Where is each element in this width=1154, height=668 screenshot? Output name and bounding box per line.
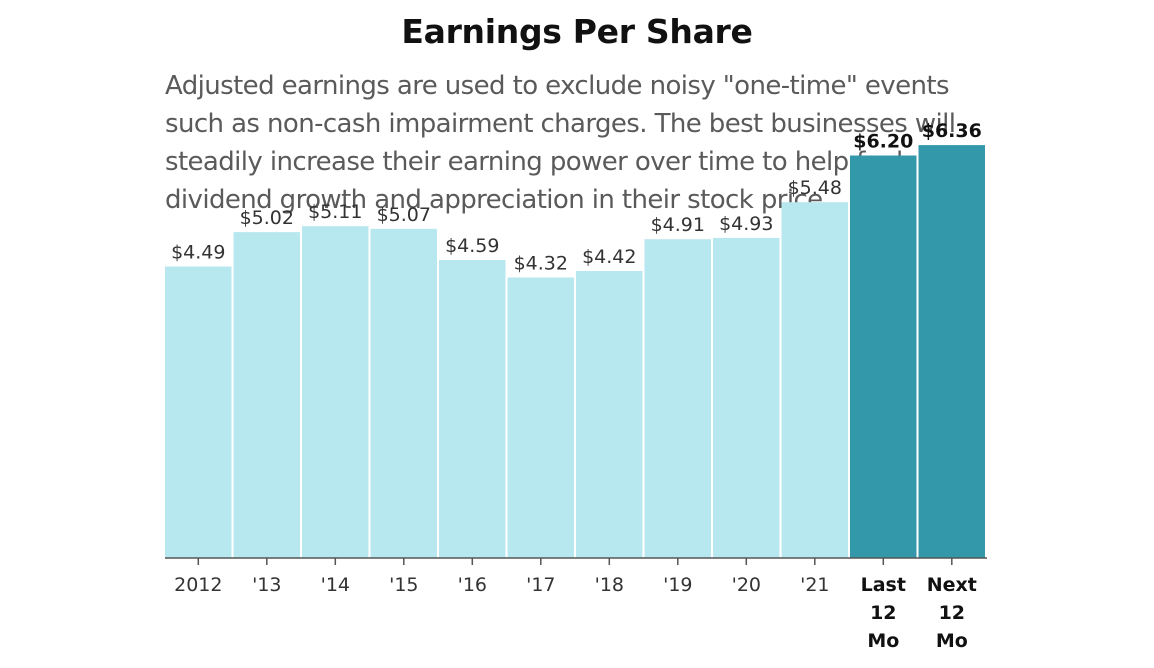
x-tick-label: '13 xyxy=(252,574,281,596)
description-line: steadily increase their earning power ov… xyxy=(165,147,903,177)
x-tick-label: 12 xyxy=(939,602,965,624)
data-label: $4.59 xyxy=(445,235,499,257)
data-label: $5.48 xyxy=(788,177,842,199)
bar xyxy=(439,260,506,558)
bar xyxy=(644,239,711,558)
bar xyxy=(850,155,917,558)
data-label: $4.93 xyxy=(719,213,773,235)
bar xyxy=(507,277,574,558)
chart-description: Adjusted earnings are used to exclude no… xyxy=(165,67,995,219)
x-tick-label: '19 xyxy=(663,574,692,596)
data-label: $4.42 xyxy=(582,246,636,268)
bar xyxy=(713,237,780,558)
description-line: Adjusted earnings are used to exclude no… xyxy=(165,71,949,101)
x-tick-label: '17 xyxy=(526,574,555,596)
x-tick-label: '21 xyxy=(800,574,829,596)
description-line: such as non-cash impairment charges. The… xyxy=(165,109,956,139)
x-tick-label: Last xyxy=(861,574,906,596)
x-tick-label: '16 xyxy=(458,574,487,596)
x-tick-label: Mo xyxy=(936,630,968,652)
description-line: dividend growth and appreciation in thei… xyxy=(165,185,831,215)
x-tick-label: 2012 xyxy=(174,574,222,596)
data-label: $5.07 xyxy=(377,204,431,226)
bar xyxy=(165,266,232,558)
data-label: $4.49 xyxy=(171,242,225,264)
x-tick-label: '18 xyxy=(595,574,624,596)
bar xyxy=(918,145,985,558)
bar xyxy=(576,271,643,558)
bar xyxy=(302,226,369,558)
x-tick-label: 12 xyxy=(870,602,896,624)
data-label: $4.91 xyxy=(651,214,705,236)
x-tick-label: '20 xyxy=(732,574,761,596)
data-label: $6.36 xyxy=(922,120,982,142)
data-label: $6.20 xyxy=(853,131,913,153)
bar xyxy=(370,228,437,559)
data-label: $4.32 xyxy=(514,253,568,275)
data-label: $5.11 xyxy=(308,201,362,223)
bar xyxy=(781,202,848,558)
bar xyxy=(233,232,300,558)
x-tick-label: '14 xyxy=(321,574,350,596)
x-tick-label: '15 xyxy=(389,574,418,596)
chart-title: Earnings Per Share xyxy=(401,12,753,51)
x-tick-label: Mo xyxy=(867,630,899,652)
x-tick-label: Next xyxy=(927,574,977,596)
data-label: $5.02 xyxy=(240,207,294,229)
